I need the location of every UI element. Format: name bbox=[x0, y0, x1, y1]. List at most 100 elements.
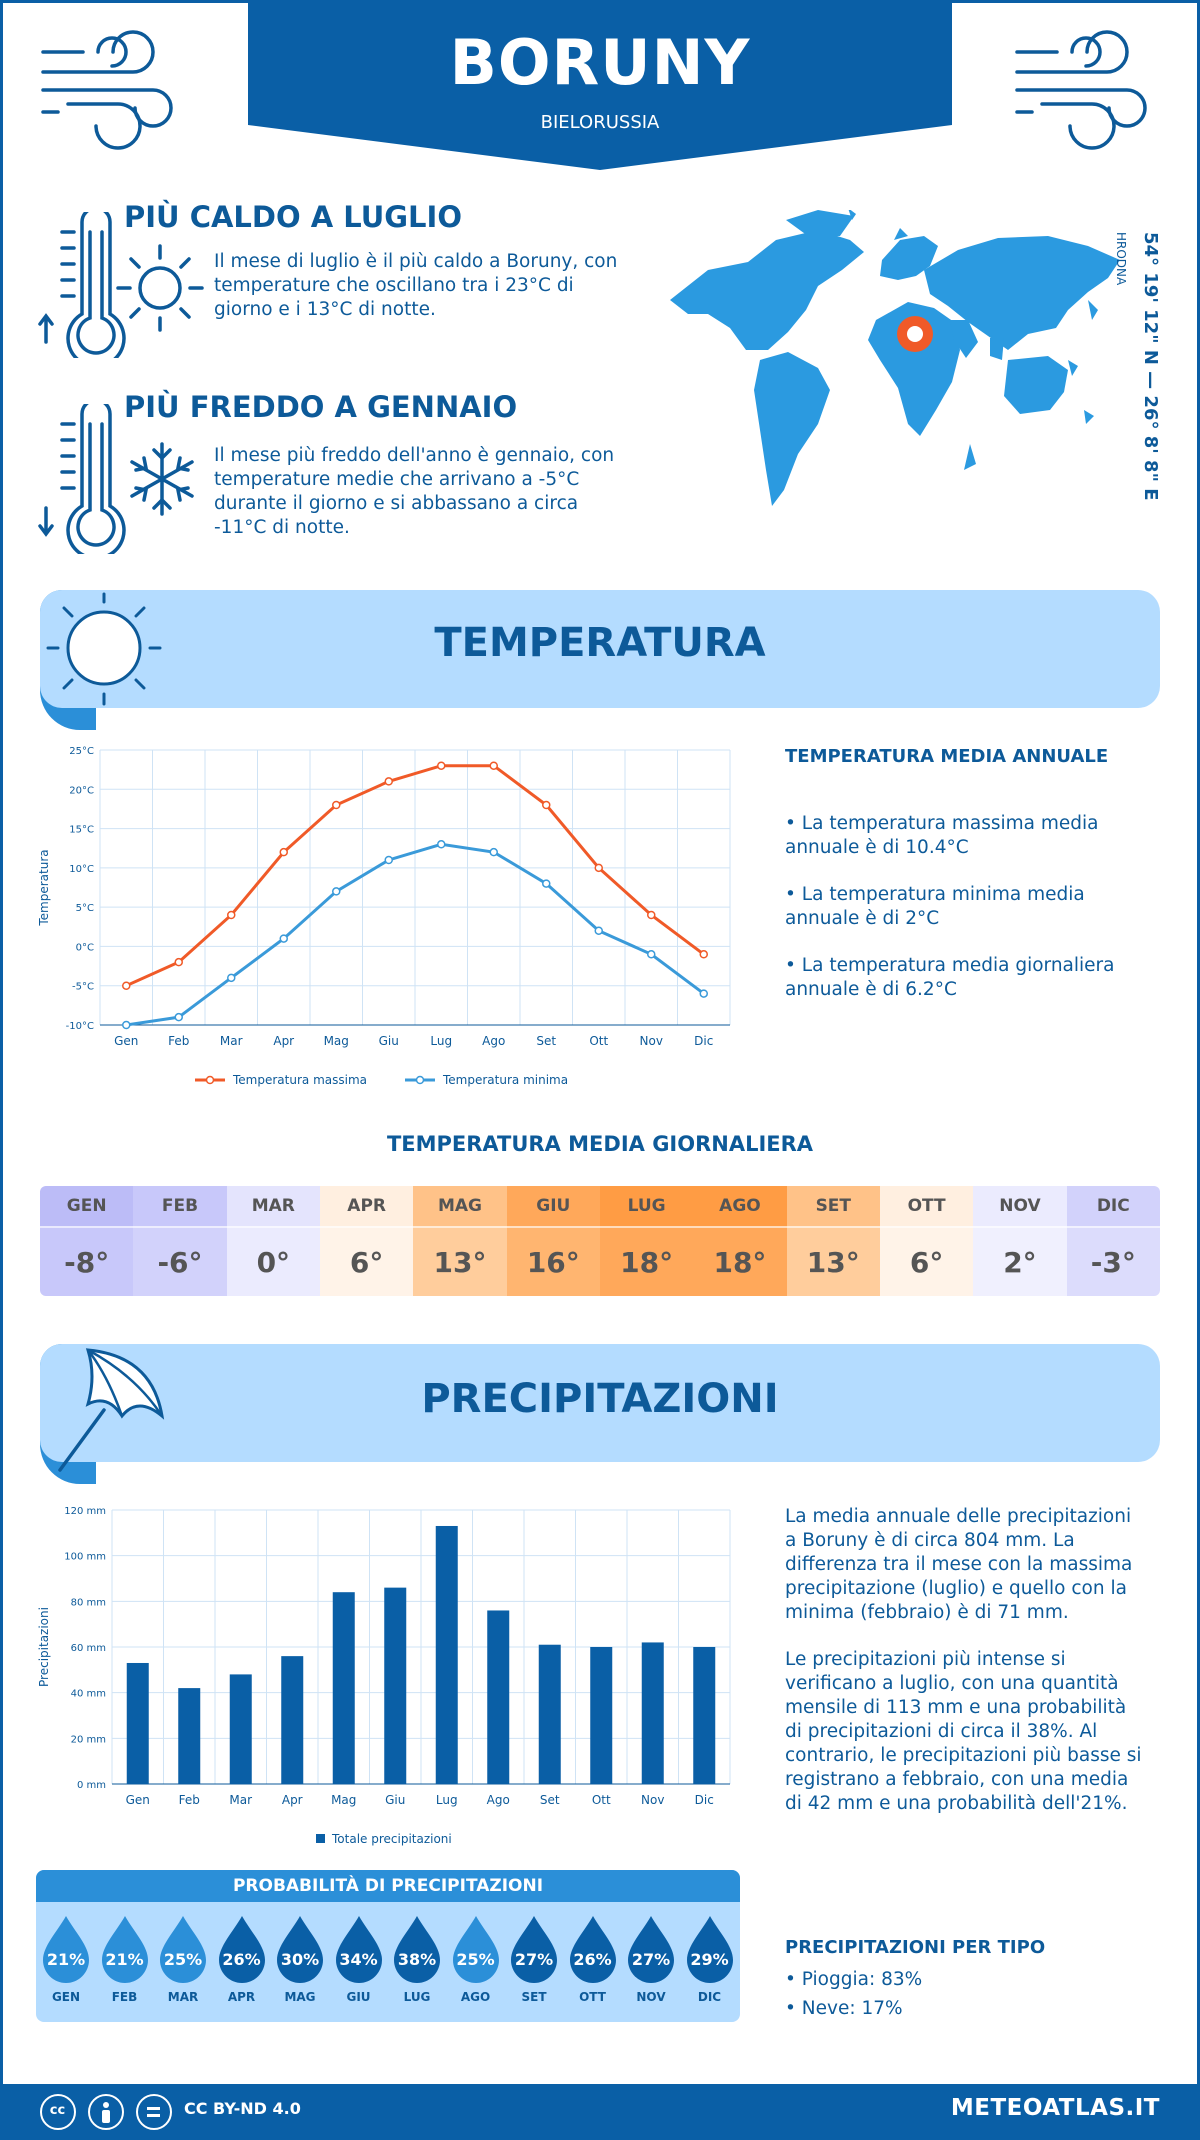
probability-drop: 29% DIC bbox=[682, 1914, 738, 2008]
daily-month-column: MAR 0° bbox=[226, 1186, 320, 1296]
world-map bbox=[670, 210, 1120, 506]
probability-month: GIU bbox=[346, 1990, 371, 2004]
y-tick-label: 0 mm bbox=[77, 1780, 106, 1791]
probability-month: FEB bbox=[111, 1990, 138, 2004]
bar bbox=[229, 1674, 252, 1784]
daily-month-label: APR bbox=[319, 1186, 414, 1226]
daily-month-label: OTT bbox=[879, 1186, 974, 1226]
daily-month-value: 0° bbox=[226, 1226, 320, 1296]
daily-month-label: GIU bbox=[506, 1186, 600, 1226]
data-point bbox=[699, 950, 708, 959]
bar bbox=[435, 1525, 458, 1784]
x-tick-label: Mar bbox=[220, 1034, 243, 1048]
y-tick-label: -10°C bbox=[66, 1021, 94, 1032]
probability-drop: 26% OTT bbox=[565, 1914, 621, 2008]
daily-month-value: 13° bbox=[786, 1226, 880, 1296]
legend-marker bbox=[205, 1075, 215, 1085]
y-tick-label: 15°C bbox=[69, 825, 94, 836]
x-tick-label: Set bbox=[536, 1034, 556, 1048]
probability-month: MAR bbox=[167, 1990, 199, 2004]
probability-drop: 27% SET bbox=[506, 1914, 562, 2008]
daily-month-column: AGO 18° bbox=[693, 1186, 787, 1296]
y-tick-label: 100 mm bbox=[64, 1552, 106, 1563]
precip-type-snow: • Neve: 17% bbox=[785, 1998, 903, 2019]
daily-month-column: GIU 16° bbox=[506, 1186, 600, 1296]
annual-temperature-title: TEMPERATURA MEDIA ANNUALE bbox=[785, 746, 1109, 767]
raindrop-shape bbox=[511, 1916, 557, 1983]
data-point bbox=[227, 973, 236, 983]
probability-drop: 21% FEB bbox=[97, 1914, 153, 2008]
x-tick-label: Ago bbox=[482, 1034, 505, 1048]
x-tick-label: Giu bbox=[379, 1034, 399, 1048]
coldest-text: Il mese più freddo dell'anno è gennaio, … bbox=[214, 445, 615, 538]
data-point bbox=[122, 981, 131, 990]
probability-month: LUG bbox=[403, 1990, 431, 2004]
data-point bbox=[122, 1020, 131, 1030]
raindrop-shape bbox=[628, 1916, 674, 1983]
daily-month-column: LUG 18° bbox=[599, 1186, 694, 1296]
daily-month-label: AGO bbox=[693, 1186, 787, 1226]
data-point bbox=[489, 847, 498, 857]
probability-month: APR bbox=[227, 1990, 256, 2004]
data-point bbox=[594, 926, 603, 935]
raindrop-icon bbox=[277, 1916, 323, 1983]
x-tick-label: Ott bbox=[592, 1793, 611, 1807]
x-tick-label: Dic bbox=[694, 1034, 713, 1048]
y-tick-label: 5°C bbox=[76, 903, 94, 914]
raindrop-shape bbox=[686, 1916, 733, 1983]
raindrop-shape bbox=[101, 1916, 148, 1983]
data-point bbox=[699, 989, 708, 998]
x-tick-label: Mag bbox=[331, 1793, 356, 1807]
data-point bbox=[437, 840, 446, 849]
probability-value: 26% bbox=[222, 1950, 261, 1969]
daily-month-label: DIC bbox=[1066, 1186, 1160, 1226]
daily-month-label: MAR bbox=[226, 1186, 320, 1226]
series-line bbox=[125, 764, 705, 988]
site-link[interactable]: METEOATLAS.IT bbox=[950, 2095, 1160, 2121]
probability-month: DIC bbox=[697, 1990, 722, 2004]
probability-drop: 25% AGO bbox=[448, 1914, 504, 2008]
no-derivatives-icon bbox=[136, 2094, 172, 2130]
precip-probability-title: PROBABILITÀ DI PRECIPITAZIONI bbox=[36, 1870, 740, 1902]
daily-month-value: 6° bbox=[879, 1226, 974, 1296]
temperature-chart: -10°C -5°C 0°C 5°C 10°C 15°C 20°C 25°C Gen Feb Mar… bbox=[37, 746, 731, 1087]
daily-month-value: 18° bbox=[599, 1226, 694, 1296]
precip-type-rain: • Pioggia: 83% bbox=[785, 1969, 923, 1990]
daily-month-label: GEN bbox=[40, 1186, 134, 1226]
daily-month-value: 2° bbox=[973, 1226, 1067, 1296]
daily-month-value: -3° bbox=[1066, 1226, 1160, 1296]
daily-month-column: OTT 6° bbox=[879, 1186, 974, 1296]
daily-month-label: FEB bbox=[133, 1186, 227, 1226]
data-point bbox=[332, 800, 341, 810]
probability-value: 26% bbox=[573, 1950, 612, 1969]
x-tick-label: Lug bbox=[430, 1034, 452, 1048]
daily-month-label: SET bbox=[786, 1186, 880, 1226]
probability-month: AGO bbox=[460, 1990, 491, 2004]
coordinates-region: HRODNA bbox=[1114, 232, 1128, 286]
probability-drop: 34% GIU bbox=[331, 1914, 387, 2008]
license-label: CC BY-ND 4.0 bbox=[184, 2099, 301, 2118]
raindrop-icon bbox=[43, 1916, 89, 1983]
probability-value: 30% bbox=[280, 1950, 320, 1969]
x-tick-label: Mag bbox=[324, 1034, 349, 1048]
probability-value: 27% bbox=[514, 1950, 554, 1969]
data-point bbox=[279, 847, 288, 857]
raindrop-icon bbox=[628, 1916, 674, 1983]
legend-label: Totale precipitazioni bbox=[331, 1832, 452, 1846]
hottest-title: PIÙ CALDO A LUGLIO bbox=[124, 200, 462, 234]
data-point bbox=[227, 910, 236, 920]
raindrop-shape bbox=[277, 1916, 323, 1983]
data-point bbox=[489, 761, 498, 770]
daily-month-value: 16° bbox=[506, 1226, 600, 1296]
daily-month-label: MAG bbox=[413, 1186, 507, 1226]
bar bbox=[641, 1642, 664, 1784]
daily-temperature-table: GEN -8° FEB -6° MAR 0° APR 6° MAG 13° GIU 16° LUG 18°… bbox=[40, 1186, 1160, 1296]
y-tick-label: 0°C bbox=[76, 942, 94, 953]
y-axis-label: Precipitazioni bbox=[37, 1607, 51, 1687]
probability-drop: 26% APR bbox=[214, 1914, 270, 2008]
bar bbox=[590, 1647, 613, 1784]
y-tick-label: 120 mm bbox=[64, 1506, 106, 1517]
wind-icon bbox=[41, 30, 173, 150]
probability-drop: 38% LUG bbox=[389, 1914, 445, 2008]
thermometer-cold-icon bbox=[38, 404, 194, 554]
